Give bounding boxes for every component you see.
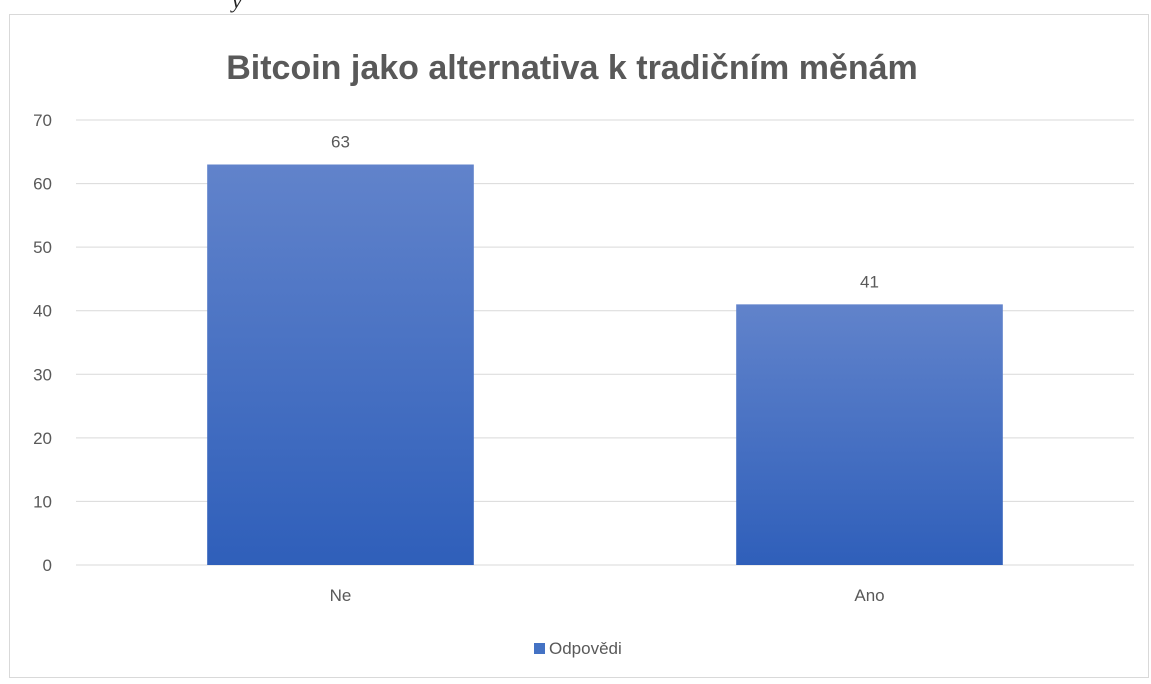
- y-tick-label: 50: [33, 238, 52, 257]
- x-axis-ticks: Ne Ano: [330, 586, 885, 605]
- y-tick-label: 30: [33, 365, 52, 384]
- bar-ano: [736, 304, 1003, 565]
- chart-title: Bitcoin jako alternativa k tradičním měn…: [226, 49, 918, 87]
- y-tick-label: 60: [33, 175, 52, 194]
- data-label: 41: [860, 272, 879, 291]
- legend-label: Odpovědi: [549, 639, 622, 658]
- y-tick-label: 10: [33, 492, 52, 511]
- data-label: 63: [331, 133, 350, 152]
- y-tick-label: 70: [33, 111, 52, 130]
- y-tick-label: 20: [33, 429, 52, 448]
- bar-chart: Bitcoin jako alternativa k tradičním měn…: [33, 49, 1134, 658]
- x-tick-label: Ano: [854, 586, 884, 605]
- legend: Odpovědi: [534, 639, 622, 658]
- legend-swatch: [534, 643, 545, 654]
- data-labels: 63 41: [331, 133, 879, 292]
- bar-ne: [207, 164, 474, 565]
- y-tick-label: 40: [33, 302, 52, 321]
- previous-page-strip: y: [0, 0, 1151, 14]
- chart-container: Bitcoin jako alternativa k tradičním měn…: [9, 14, 1149, 678]
- y-tick-label: 0: [43, 556, 52, 575]
- previous-text-fragment: y: [232, 0, 242, 13]
- x-tick-label: Ne: [330, 586, 352, 605]
- bars: [207, 164, 1003, 565]
- y-axis-ticks: 0 10 20 30 40 50 60 70: [33, 111, 52, 575]
